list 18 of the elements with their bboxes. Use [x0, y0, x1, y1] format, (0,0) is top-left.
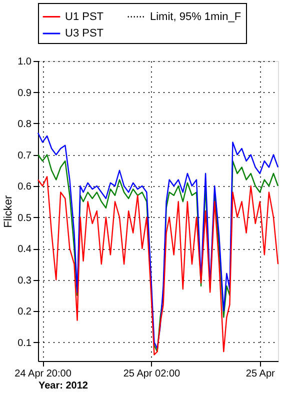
y-tick-label: 0.4	[18, 244, 32, 255]
legend-label: Limit, 95% 1min_F	[150, 10, 242, 23]
y-tick-label: 0.8	[18, 119, 32, 130]
legend-label: U1 PST	[65, 10, 104, 23]
y-tick-label: 0.9	[18, 88, 32, 99]
x-tick-label: 25 Apr 02:00	[123, 368, 180, 380]
legend-label: U3 PST	[65, 28, 104, 40]
y-tick-label: 0.5	[18, 212, 32, 224]
x-tick-label: 25 Apr	[246, 368, 276, 380]
y-tick-label: 0.7	[18, 150, 32, 162]
x-tick-label: 24 Apr 20:00	[14, 368, 72, 380]
y-tick-label: 0.2	[18, 306, 32, 318]
y-axis-title: Flicker	[2, 194, 15, 228]
y-tick-label: 0.1	[18, 338, 32, 349]
y-tick-label: 1.0	[18, 56, 32, 68]
y-tick-label: 0.6	[18, 182, 32, 192]
y-tick-label: 0.3	[18, 275, 32, 286]
x-axis-title: Year: 2012	[38, 380, 88, 392]
